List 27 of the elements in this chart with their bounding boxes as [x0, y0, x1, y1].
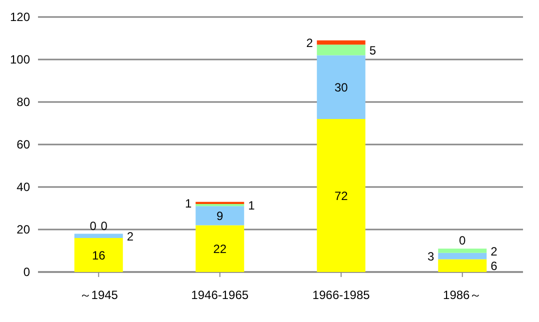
data-label: 0	[100, 218, 108, 233]
data-label: 2	[126, 229, 134, 244]
data-label: 22	[213, 242, 227, 256]
data-label: 1	[248, 198, 255, 213]
y-tick-label: 40	[16, 180, 30, 194]
data-label: 6	[490, 259, 498, 274]
y-tick-label: 60	[16, 138, 30, 152]
data-label: 0	[459, 234, 466, 248]
data-label: 30	[334, 80, 348, 95]
data-label: 5	[369, 43, 376, 58]
data-label: 3	[427, 250, 434, 264]
y-tick-label: 120	[10, 10, 30, 24]
y-tick-label: 100	[10, 52, 30, 66]
data-label: 72	[334, 189, 348, 203]
y-tick-label: 80	[16, 95, 30, 109]
x-tick-label: 1966-1985	[312, 288, 370, 302]
data-label: 2	[490, 244, 498, 258]
x-tick-label: 1986～	[443, 288, 482, 302]
data-label: 0	[90, 218, 96, 233]
y-tick-label: 0	[23, 265, 30, 279]
data-label: 9	[216, 209, 224, 224]
x-tick-label: ～1945	[79, 288, 118, 302]
data-label: 16	[92, 248, 106, 262]
y-tick-label: 20	[16, 222, 30, 236]
x-tick-label: 1946-1965	[191, 288, 249, 302]
data-label: 2	[306, 36, 313, 50]
data-label: 1	[184, 196, 192, 210]
